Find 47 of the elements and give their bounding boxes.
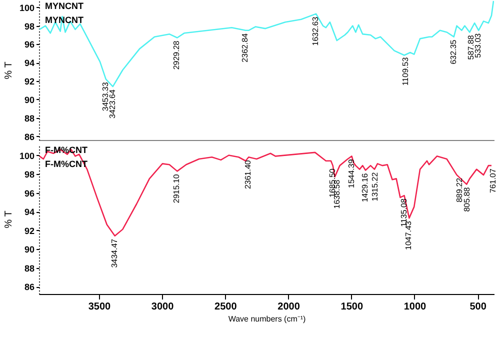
x-tick-label: 500: [470, 302, 487, 312]
annotation: 587.88: [466, 34, 476, 60]
y-tick-label: 94: [24, 207, 34, 217]
y-tick-label: 90: [24, 94, 34, 105]
x-tick-label: 1500: [340, 302, 364, 312]
series-label: F-M%CNT: [45, 145, 88, 155]
x-tick-label: 1000: [404, 302, 427, 312]
annotation: 1632.63: [311, 16, 320, 46]
annotation: 805.88: [462, 186, 472, 212]
y-tick-label: 94: [24, 58, 34, 68]
x-tick-label: 2000: [278, 302, 300, 312]
y-tick-label: 90: [24, 244, 34, 254]
y-tick-label: 96: [24, 188, 34, 198]
x-axis-title: Wave numbers (cm⁻¹): [228, 314, 306, 324]
x-tick-label: 3500: [88, 302, 112, 312]
annotation: 632.35: [448, 39, 458, 64]
annotation: 1544.39: [346, 158, 356, 188]
annotation: 3423.64: [108, 89, 117, 118]
annotation: 1638.58: [332, 179, 342, 209]
annotation: 533.03: [474, 32, 483, 58]
annotation: 1429.16: [360, 172, 370, 202]
annotation: 3453.33: [100, 82, 110, 112]
y-tick-label: 86: [24, 282, 34, 292]
y-tick-label: 92: [24, 226, 34, 236]
annotation: 2929.28: [172, 40, 182, 70]
y-axis-title: % T: [3, 210, 14, 228]
annotation: 761.07: [488, 168, 498, 194]
y-tick-label: 88: [24, 263, 34, 274]
annotation: 2361.40: [244, 160, 253, 190]
x-tick-label: 2500: [214, 302, 238, 312]
annotation: 2362.84: [240, 32, 250, 62]
x-tick-label: 3000: [151, 302, 174, 312]
annotation: 889.22: [454, 177, 464, 202]
y-tick-label: 92: [24, 76, 34, 87]
y-tick-label: 88: [24, 113, 34, 124]
y-tick-label: 98: [24, 170, 34, 180]
annotation: 2915.10: [172, 174, 182, 204]
annotation: 1109.53: [401, 56, 410, 86]
y-tick-label: 98: [24, 21, 34, 32]
y-tick-label: 86: [24, 132, 34, 142]
y-tick-label: 100: [19, 150, 34, 161]
series-label: MYNCNT: [45, 1, 84, 11]
y-axis-title: % T: [3, 62, 14, 80]
y-tick-label: 100: [19, 2, 34, 13]
annotation: 3434.47: [110, 238, 119, 268]
annotation: 1315.22: [370, 172, 380, 202]
y-tick-label: 96: [24, 40, 34, 50]
